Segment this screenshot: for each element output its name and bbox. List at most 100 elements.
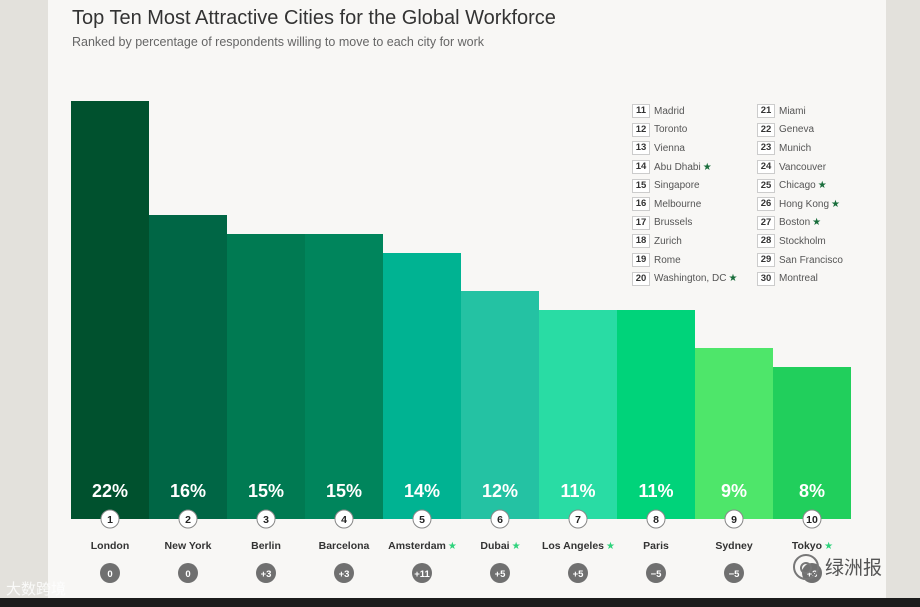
legend-item: 25 Chicago ★ bbox=[757, 176, 877, 195]
rank-change-label: 0 bbox=[185, 569, 190, 580]
rank-badge: 7 bbox=[568, 509, 588, 529]
legend-rank: 29 bbox=[757, 253, 775, 268]
rank-change-label: −5 bbox=[729, 569, 741, 580]
legend-rank: 28 bbox=[757, 234, 775, 249]
legend-item: 27 Boston ★ bbox=[757, 214, 877, 233]
legend-rank: 13 bbox=[632, 141, 650, 156]
legend-rank: 30 bbox=[757, 271, 775, 286]
legend-rank: 22 bbox=[757, 122, 775, 137]
rank-circle bbox=[178, 509, 198, 529]
rank-circle bbox=[490, 509, 510, 529]
rank-badge: 3 bbox=[256, 509, 276, 529]
rank-number: 4 bbox=[341, 514, 347, 526]
rank-change-label: +5 bbox=[573, 569, 585, 580]
legend-city: Montreal bbox=[779, 273, 818, 285]
legend-item: 28 Stockholm bbox=[757, 232, 877, 251]
legend-city: Geneva bbox=[779, 124, 815, 136]
change-badge bbox=[178, 563, 198, 583]
star-icon: ★ bbox=[817, 180, 827, 192]
legend-rank: 14 bbox=[632, 160, 650, 175]
bar-8 bbox=[617, 310, 695, 519]
legend-city: Toronto bbox=[654, 124, 688, 136]
city-label: Paris bbox=[643, 540, 669, 552]
left-margin bbox=[0, 0, 48, 600]
rank-badge: 9 bbox=[724, 509, 744, 529]
rank-change-label: 0 bbox=[107, 569, 112, 580]
legend-rank: 11 bbox=[632, 104, 650, 119]
value-label: 11% bbox=[638, 481, 673, 501]
legend-rank: 15 bbox=[632, 178, 650, 193]
rank-number: 9 bbox=[731, 514, 737, 526]
legend-city: Vienna bbox=[654, 142, 685, 154]
rank-number: 3 bbox=[263, 514, 269, 526]
wechat-icon bbox=[793, 553, 819, 580]
rank-number: 2 bbox=[185, 514, 191, 526]
change-badge bbox=[100, 563, 120, 583]
rank-badge: 4 bbox=[334, 509, 354, 529]
legend-rank: 21 bbox=[757, 104, 775, 119]
legend-city: Rome bbox=[654, 254, 681, 266]
bar-10 bbox=[773, 367, 851, 519]
rank-number: 6 bbox=[497, 514, 503, 526]
rank-change-label: +11 bbox=[414, 569, 430, 580]
city-label: Amsterdam bbox=[388, 540, 446, 552]
value-label: 8% bbox=[799, 481, 825, 501]
star-icon: ★ bbox=[812, 217, 822, 229]
legend-city: Madrid bbox=[654, 105, 685, 117]
value-label: 16% bbox=[170, 481, 206, 501]
legend-item: 26 Hong Kong ★ bbox=[757, 195, 877, 214]
legend-city: Munich bbox=[779, 142, 812, 154]
city-label: Tokyo bbox=[792, 540, 822, 552]
star-icon: ★ bbox=[606, 541, 615, 552]
rank-badge: 2 bbox=[178, 509, 198, 529]
legend-city: Miami bbox=[779, 105, 806, 117]
city-label: Sydney bbox=[715, 540, 753, 552]
rank-circle bbox=[412, 509, 432, 529]
legend-city: Hong Kong bbox=[779, 198, 830, 210]
bar-2 bbox=[149, 215, 227, 519]
watermark-left: 大数跨境 bbox=[6, 581, 67, 598]
bar-4 bbox=[305, 234, 383, 519]
value-label: 11% bbox=[560, 481, 595, 501]
legend-item: 23 Munich bbox=[757, 139, 877, 158]
legend-item: 20 Washington, DC ★ bbox=[632, 269, 752, 288]
rank-number: 5 bbox=[419, 514, 425, 526]
legend-city: Brussels bbox=[654, 217, 693, 229]
legend-column-2: 21 Miami 22 Geneva 23 Munich 24 Vancouver 25 Chic… bbox=[757, 102, 877, 288]
bar-1 bbox=[71, 101, 149, 519]
rank-change-label: −5 bbox=[651, 569, 663, 580]
legend-item: 13 Vienna bbox=[632, 139, 752, 158]
legend-city: Stockholm bbox=[779, 235, 826, 247]
change-badge bbox=[490, 563, 510, 583]
legend-item: 24 Vancouver bbox=[757, 158, 877, 177]
legend-item: 11 Madrid bbox=[632, 102, 752, 121]
bar-7 bbox=[539, 310, 617, 519]
city-label: Dubai bbox=[480, 540, 509, 552]
legend-city: Vancouver bbox=[779, 161, 827, 173]
city-label: London bbox=[91, 540, 129, 552]
rank-badge: 8 bbox=[646, 509, 666, 529]
star-icon: ★ bbox=[831, 198, 841, 210]
bottom-strip bbox=[0, 598, 920, 607]
rank-badge: 6 bbox=[490, 509, 510, 529]
chart-title: Top Ten Most Attractive Cities for the G… bbox=[72, 7, 556, 29]
legend-rank: 23 bbox=[757, 141, 775, 156]
legend-rank: 19 bbox=[632, 253, 650, 268]
legend-rank: 26 bbox=[757, 197, 775, 212]
legend-rank: 20 bbox=[632, 271, 650, 286]
value-label: 15% bbox=[326, 481, 362, 501]
change-badge bbox=[646, 563, 666, 583]
city-label: New York bbox=[165, 540, 212, 552]
value-label: 22% bbox=[92, 481, 128, 501]
rank-change-label: +5 bbox=[495, 569, 507, 580]
legend-item: 22 Geneva bbox=[757, 121, 877, 140]
city-label: Barcelona bbox=[319, 540, 370, 552]
bar-5 bbox=[383, 253, 461, 519]
right-margin bbox=[886, 0, 920, 600]
change-badge bbox=[568, 563, 588, 583]
legend-city: Zurich bbox=[654, 235, 682, 247]
change-badge bbox=[334, 563, 354, 583]
legend-item: 14 Abu Dhabi ★ bbox=[632, 158, 752, 177]
rank-circle bbox=[256, 509, 276, 529]
